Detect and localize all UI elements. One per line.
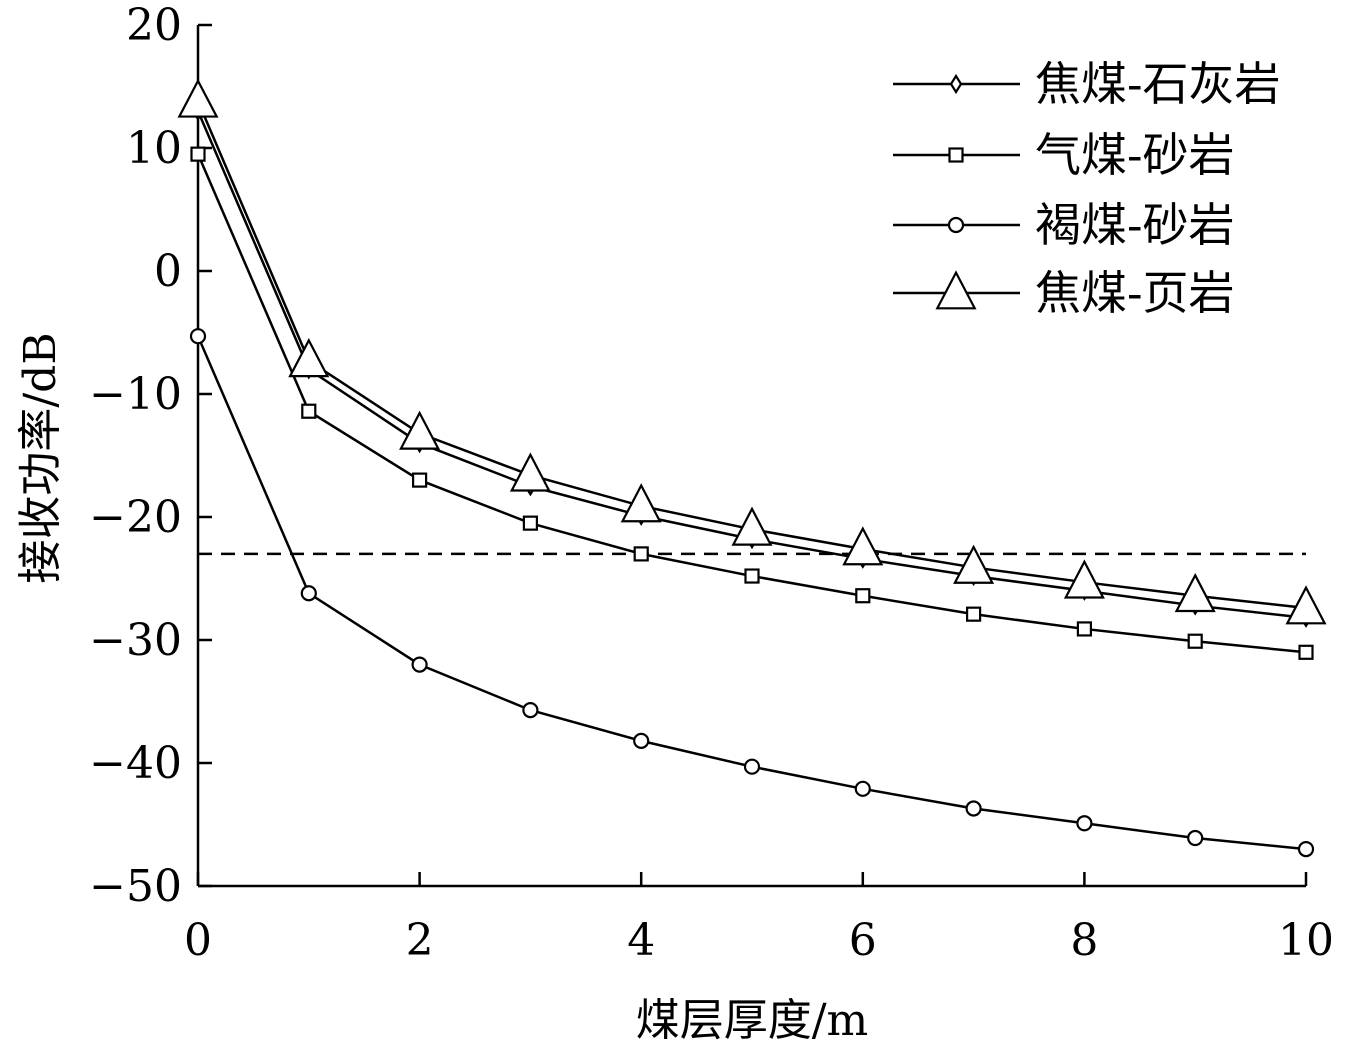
series-square (190, 146, 1314, 660)
square-marker (1076, 621, 1093, 637)
circle-marker (411, 656, 428, 673)
y-tick-label: 10 (126, 123, 182, 174)
circle-marker (1187, 829, 1204, 847)
square-marker (1298, 644, 1314, 660)
circle-marker (965, 800, 982, 817)
square-marker (633, 546, 649, 562)
legend-label: 褐煤-砂岩 (1035, 198, 1235, 252)
series-group (177, 78, 1327, 858)
circle-marker (633, 732, 650, 749)
legend-item: 焦煤-页岩 (893, 266, 1235, 320)
x-tick-label: 0 (184, 915, 212, 966)
triangle-marker (1285, 585, 1327, 625)
x-tick-label: 2 (406, 915, 434, 966)
y-axis-label: 接收功率/dB (15, 332, 66, 583)
square-marker (522, 515, 539, 531)
legend-label: 焦煤-页岩 (1035, 266, 1235, 320)
square-marker (744, 568, 760, 584)
triangle-marker (731, 506, 773, 546)
legend-label: 焦煤-石灰岩 (1035, 57, 1281, 111)
triangle-marker (177, 78, 219, 118)
square-marker (190, 146, 206, 162)
y-tick-label: −30 (89, 615, 182, 666)
series-triangle (177, 78, 1327, 625)
series-circle (189, 328, 1315, 858)
circle-marker (743, 758, 761, 775)
y-tick-label: −40 (89, 738, 182, 789)
circle-marker (854, 780, 871, 797)
circle-marker (947, 216, 965, 234)
y-tick-label: −10 (89, 369, 182, 420)
square-marker (965, 606, 982, 622)
x-tick-label: 6 (849, 915, 877, 966)
circle-marker (300, 585, 317, 602)
triangle-marker (1174, 572, 1216, 613)
y-tick-label: 0 (154, 246, 182, 297)
circle-marker (522, 702, 539, 719)
y-tick-label: −20 (89, 492, 182, 543)
triangle-marker (620, 483, 662, 523)
y-tick-label: 20 (126, 0, 182, 51)
triangle-marker (935, 270, 977, 310)
legend-label: 气煤-砂岩 (1035, 128, 1235, 182)
square-marker (412, 472, 428, 488)
x-axis-label: 煤层厚度/m (636, 995, 869, 1046)
square-marker (301, 403, 317, 419)
axes (196, 23, 1308, 888)
triangle-marker (842, 526, 884, 566)
circle-marker (189, 328, 207, 345)
triangle-marker (509, 452, 551, 492)
circle-marker (1076, 815, 1093, 832)
legend-item: 褐煤-砂岩 (893, 198, 1235, 252)
circle-marker (1297, 840, 1315, 858)
triangle-marker (288, 338, 330, 378)
triangle-marker (953, 544, 995, 584)
legend-item: 焦煤-石灰岩 (893, 57, 1281, 111)
square-marker (948, 147, 964, 163)
triangle-marker (399, 410, 441, 450)
x-tick-label: 8 (1070, 915, 1098, 966)
square-marker (855, 588, 871, 604)
y-tick-label: −50 (89, 861, 182, 912)
diamond-marker (949, 73, 963, 95)
triangle-marker (1063, 559, 1105, 599)
x-tick-label: 10 (1278, 915, 1334, 966)
square-marker (1187, 633, 1203, 649)
legend-item: 气煤-砂岩 (893, 128, 1235, 182)
x-tick-label: 4 (627, 915, 655, 966)
